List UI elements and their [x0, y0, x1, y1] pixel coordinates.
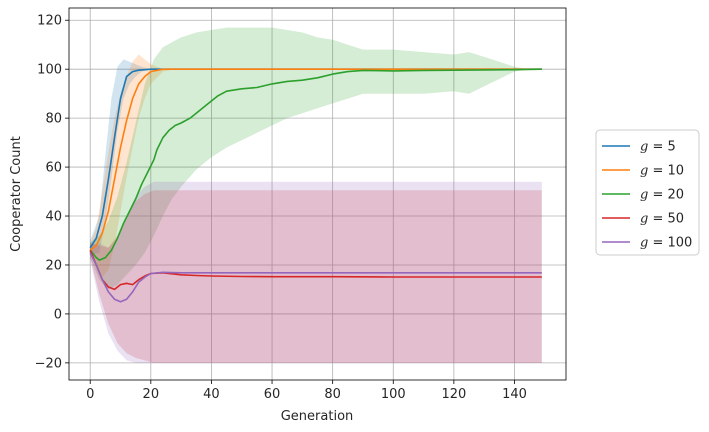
x-tick-label: 40 — [203, 387, 220, 402]
band-g-10 — [90, 54, 176, 278]
x-tick-label: 80 — [324, 387, 341, 402]
x-axis-label: Generation — [281, 409, 354, 424]
plot-frame — [68, 7, 567, 381]
band-g-5 — [90, 59, 157, 256]
y-tick-label: 80 — [45, 112, 62, 127]
legend-label-g-10: g = 10 — [640, 164, 684, 179]
y-axis-label: Cooperator Count — [9, 136, 24, 252]
x-tick-label: 120 — [441, 387, 466, 402]
x-axis-ticks: 0 20 40 60 80 100 120 140 — [86, 380, 527, 402]
y-tick-label: 0 — [54, 307, 62, 322]
band-g-20 — [90, 27, 542, 290]
y-tick-label: −20 — [35, 356, 62, 371]
line-g-100 — [89, 252, 542, 303]
y-tick-label: 120 — [37, 14, 62, 29]
line-g-10 — [89, 68, 542, 251]
y-tick-label: 100 — [37, 63, 62, 78]
x-tick-label: 60 — [264, 387, 281, 402]
line-g-20 — [89, 68, 542, 261]
legend-frame — [595, 129, 700, 256]
x-tick-label: 140 — [502, 387, 527, 402]
line-g-5 — [89, 68, 542, 249]
x-tick-label: 100 — [381, 387, 406, 402]
legend: g = 5 g = 10 g = 20 g = 50 g = 100 — [595, 129, 700, 256]
series-lines — [89, 68, 542, 303]
legend-label-g-5: g = 5 — [640, 140, 676, 155]
legend-label-g-20: g = 20 — [640, 188, 684, 203]
legend-label-g-100: g = 100 — [640, 236, 692, 251]
y-axis-ticks: −20 0 20 40 60 80 100 120 — [35, 14, 69, 371]
x-tick-label: 0 — [86, 387, 94, 402]
x-tick-label: 20 — [143, 387, 160, 402]
y-tick-label: 20 — [45, 258, 62, 273]
legend-label-g-50: g = 50 — [640, 212, 684, 227]
y-tick-label: 60 — [45, 161, 62, 176]
y-tick-label: 40 — [45, 210, 62, 225]
